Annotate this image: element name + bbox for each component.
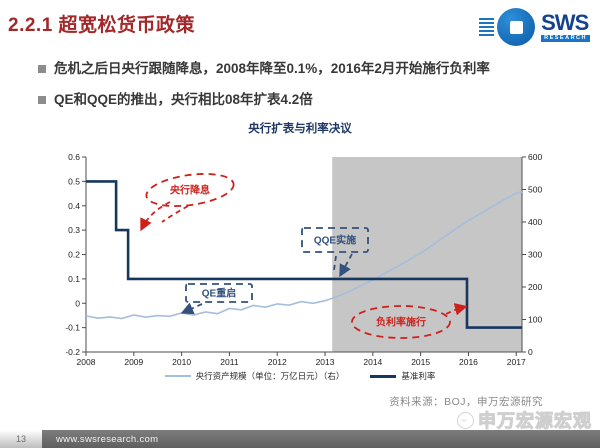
annotation-qe-restart: QE重启 [180, 283, 253, 315]
bullet-text: 危机之后日央行跟随降息，2008年降至0.1%，2016年2月开始施行负利率 [54, 61, 490, 76]
svg-text:央行降息: 央行降息 [170, 184, 210, 197]
svg-text:300: 300 [528, 250, 542, 260]
svg-text:600: 600 [528, 152, 542, 162]
sws-logo: SWS RESEARCH [479, 8, 590, 46]
svg-text:2016: 2016 [459, 357, 478, 367]
svg-text:0.1: 0.1 [68, 274, 80, 284]
annotation-negative-rate: 负利率施行 [351, 303, 468, 339]
svg-text:200: 200 [528, 282, 542, 292]
svg-text:负利率施行: 负利率施行 [376, 316, 426, 329]
watermark-text: 申万宏源宏观 [478, 411, 592, 432]
footer-strip: www.swsresearch.com [42, 430, 600, 448]
svg-text:0.2: 0.2 [68, 250, 80, 260]
bullet-list: 危机之后日央行跟随降息，2008年降至0.1%，2016年2月开始施行负利率 Q… [38, 60, 578, 121]
svg-text:2011: 2011 [220, 357, 239, 367]
legend-item-assets: 央行资产规模（单位：万亿日元）（右） [164, 370, 345, 382]
logo-square [509, 20, 523, 34]
svg-text:0.5: 0.5 [68, 176, 80, 186]
legend-label: 基准利率 [401, 371, 436, 381]
legend-label: 央行资产规模（单位：万亿日元）（右） [195, 371, 345, 381]
data-source-note: 资料来源：BOJ，申万宏源研究 [389, 396, 543, 408]
page-number: 13 [0, 430, 42, 448]
annotation-qqe-launch: QQE实施 [301, 227, 369, 278]
svg-text:2010: 2010 [172, 357, 191, 367]
logo-circle [497, 8, 536, 46]
svg-text:2014: 2014 [363, 357, 382, 367]
series-line-1 [86, 180, 522, 329]
svg-text:2013: 2013 [316, 357, 335, 367]
logo-speed-lines [479, 18, 495, 36]
svg-text:0.4: 0.4 [68, 201, 80, 211]
bullet-square-icon [38, 95, 46, 104]
page-title: 2.2.1 超宽松货币政策 [8, 15, 196, 36]
chart-canvas: 0.6 0.5 0.4 0.3 0.2 0.1 0 -0.1 -0.2 600 500 400 300 2… [65, 152, 542, 367]
chart-title: 央行扩表与利率决议 [248, 123, 352, 135]
footer-url: www.swsresearch.com [56, 433, 159, 445]
svg-text:2015: 2015 [411, 357, 430, 367]
svg-text:0: 0 [75, 298, 80, 308]
svg-text:0: 0 [528, 347, 533, 357]
svg-text:100: 100 [528, 315, 542, 325]
watermark: 申万宏源宏观 [457, 407, 592, 433]
legend-line-swatch-assets [164, 375, 191, 377]
svg-text:2012: 2012 [268, 357, 287, 367]
svg-text:400: 400 [528, 217, 542, 227]
svg-text:2017: 2017 [507, 357, 526, 367]
legend-line-swatch-rate [370, 374, 397, 378]
bullet-item: 危机之后日央行跟随降息，2008年降至0.1%，2016年2月开始施行负利率 [38, 60, 578, 78]
svg-text:0.6: 0.6 [68, 152, 80, 162]
bullet-item: QE和QQE的推出，央行相比08年扩表4.2倍 [38, 91, 578, 109]
svg-text:2008: 2008 [77, 357, 96, 367]
sws-globe-icon [479, 8, 537, 46]
bullet-text: QE和QQE的推出，央行相比08年扩表4.2倍 [54, 91, 313, 107]
series-line-0 [85, 191, 523, 320]
qqe-shaded-region [332, 157, 522, 352]
svg-text:500: 500 [528, 185, 542, 195]
watermark-face-icon [457, 411, 474, 429]
logo-brand-text: SWS [541, 9, 589, 35]
legend-item-rate: 基准利率 [370, 370, 435, 382]
annotation-boj-rate-cut: 央行降息 [140, 173, 235, 232]
chart-legend: 央行资产规模（单位：万亿日元）（右） 基准利率 [0, 370, 600, 382]
bullet-square-icon [38, 65, 46, 73]
chart-figure: 央行扩表与利率决议 0.6 0.5 0.4 0.3 0.2 0.1 0 -0.1 -0.2 600… [0, 118, 600, 390]
svg-text:0.3: 0.3 [68, 225, 80, 235]
svg-text:QE重启: QE重启 [202, 287, 236, 300]
footer-bar: 13 www.swsresearch.com [0, 430, 600, 448]
svg-text:-0.1: -0.1 [65, 323, 80, 333]
logo-sub-text: RESEARCH [541, 34, 590, 43]
svg-text:2009: 2009 [124, 357, 143, 367]
svg-text:-0.2: -0.2 [65, 347, 80, 357]
svg-text:QQE实施: QQE实施 [314, 234, 356, 247]
